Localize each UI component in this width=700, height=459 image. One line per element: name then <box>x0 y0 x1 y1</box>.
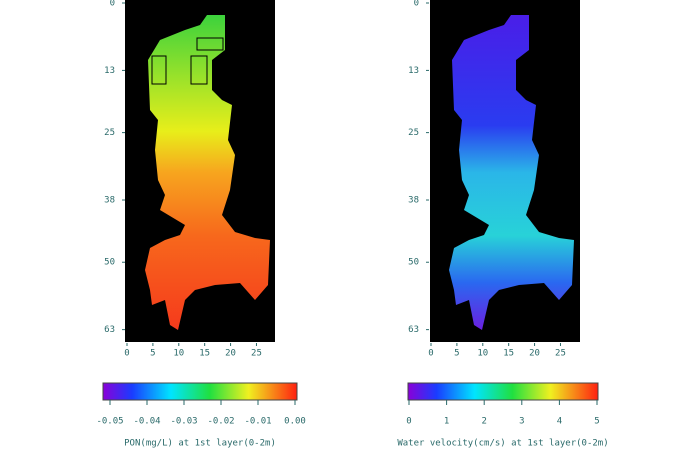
y-tick-label: 63 <box>408 325 419 335</box>
x-tick-label: 5 <box>454 349 459 359</box>
box <box>151 55 167 85</box>
x-tick-label: 0 <box>428 349 433 359</box>
colorbar-tick-label: 5 <box>594 417 599 427</box>
colorbar-label: PON(mg/L) at 1st layer(0-2m) <box>124 439 276 449</box>
colorbar-tick-label: 2 <box>481 417 486 427</box>
y-tick-label: 13 <box>104 66 115 76</box>
colorbar-tick-label: 0.00 <box>284 417 306 427</box>
colorbar <box>102 382 298 401</box>
colorbar-tick-label: -0.03 <box>170 417 197 427</box>
colorbar-tick-label: -0.02 <box>207 417 234 427</box>
colorbar-tick-label: 0 <box>406 417 411 427</box>
y-tick-label: 25 <box>408 128 419 138</box>
box <box>196 37 224 51</box>
y-tick-label: 50 <box>408 258 419 268</box>
x-tick-label: 10 <box>173 349 184 359</box>
colorbar-tick-label: 1 <box>444 417 449 427</box>
y-tick-label: 63 <box>104 325 115 335</box>
y-tick-label: 50 <box>104 258 115 268</box>
y-tick-label: 38 <box>408 196 419 206</box>
x-tick-label: 20 <box>529 349 540 359</box>
colorbar <box>407 382 599 401</box>
x-tick-label: 5 <box>150 349 155 359</box>
colorbar-tick-label: -0.01 <box>244 417 271 427</box>
y-tick-label: 0 <box>414 0 419 9</box>
box <box>190 55 208 85</box>
x-tick-label: 25 <box>555 349 566 359</box>
y-tick-label: 25 <box>104 128 115 138</box>
colorbar-tick-label: 3 <box>519 417 524 427</box>
x-tick-label: 15 <box>199 349 210 359</box>
x-tick-label: 10 <box>477 349 488 359</box>
x-tick-label: 25 <box>251 349 262 359</box>
colorbar-tick-label: 4 <box>557 417 562 427</box>
x-tick-label: 20 <box>225 349 236 359</box>
x-tick-label: 0 <box>124 349 129 359</box>
y-tick-label: 38 <box>104 196 115 206</box>
y-tick-label: 13 <box>408 66 419 76</box>
y-tick-label: 0 <box>110 0 115 9</box>
x-tick-label: 15 <box>503 349 514 359</box>
colorbar-tick-label: -0.05 <box>96 417 123 427</box>
colorbar-label: Water velocity(cm/s) at 1st layer(0-2m) <box>397 439 608 449</box>
colorbar-tick-label: -0.04 <box>133 417 160 427</box>
